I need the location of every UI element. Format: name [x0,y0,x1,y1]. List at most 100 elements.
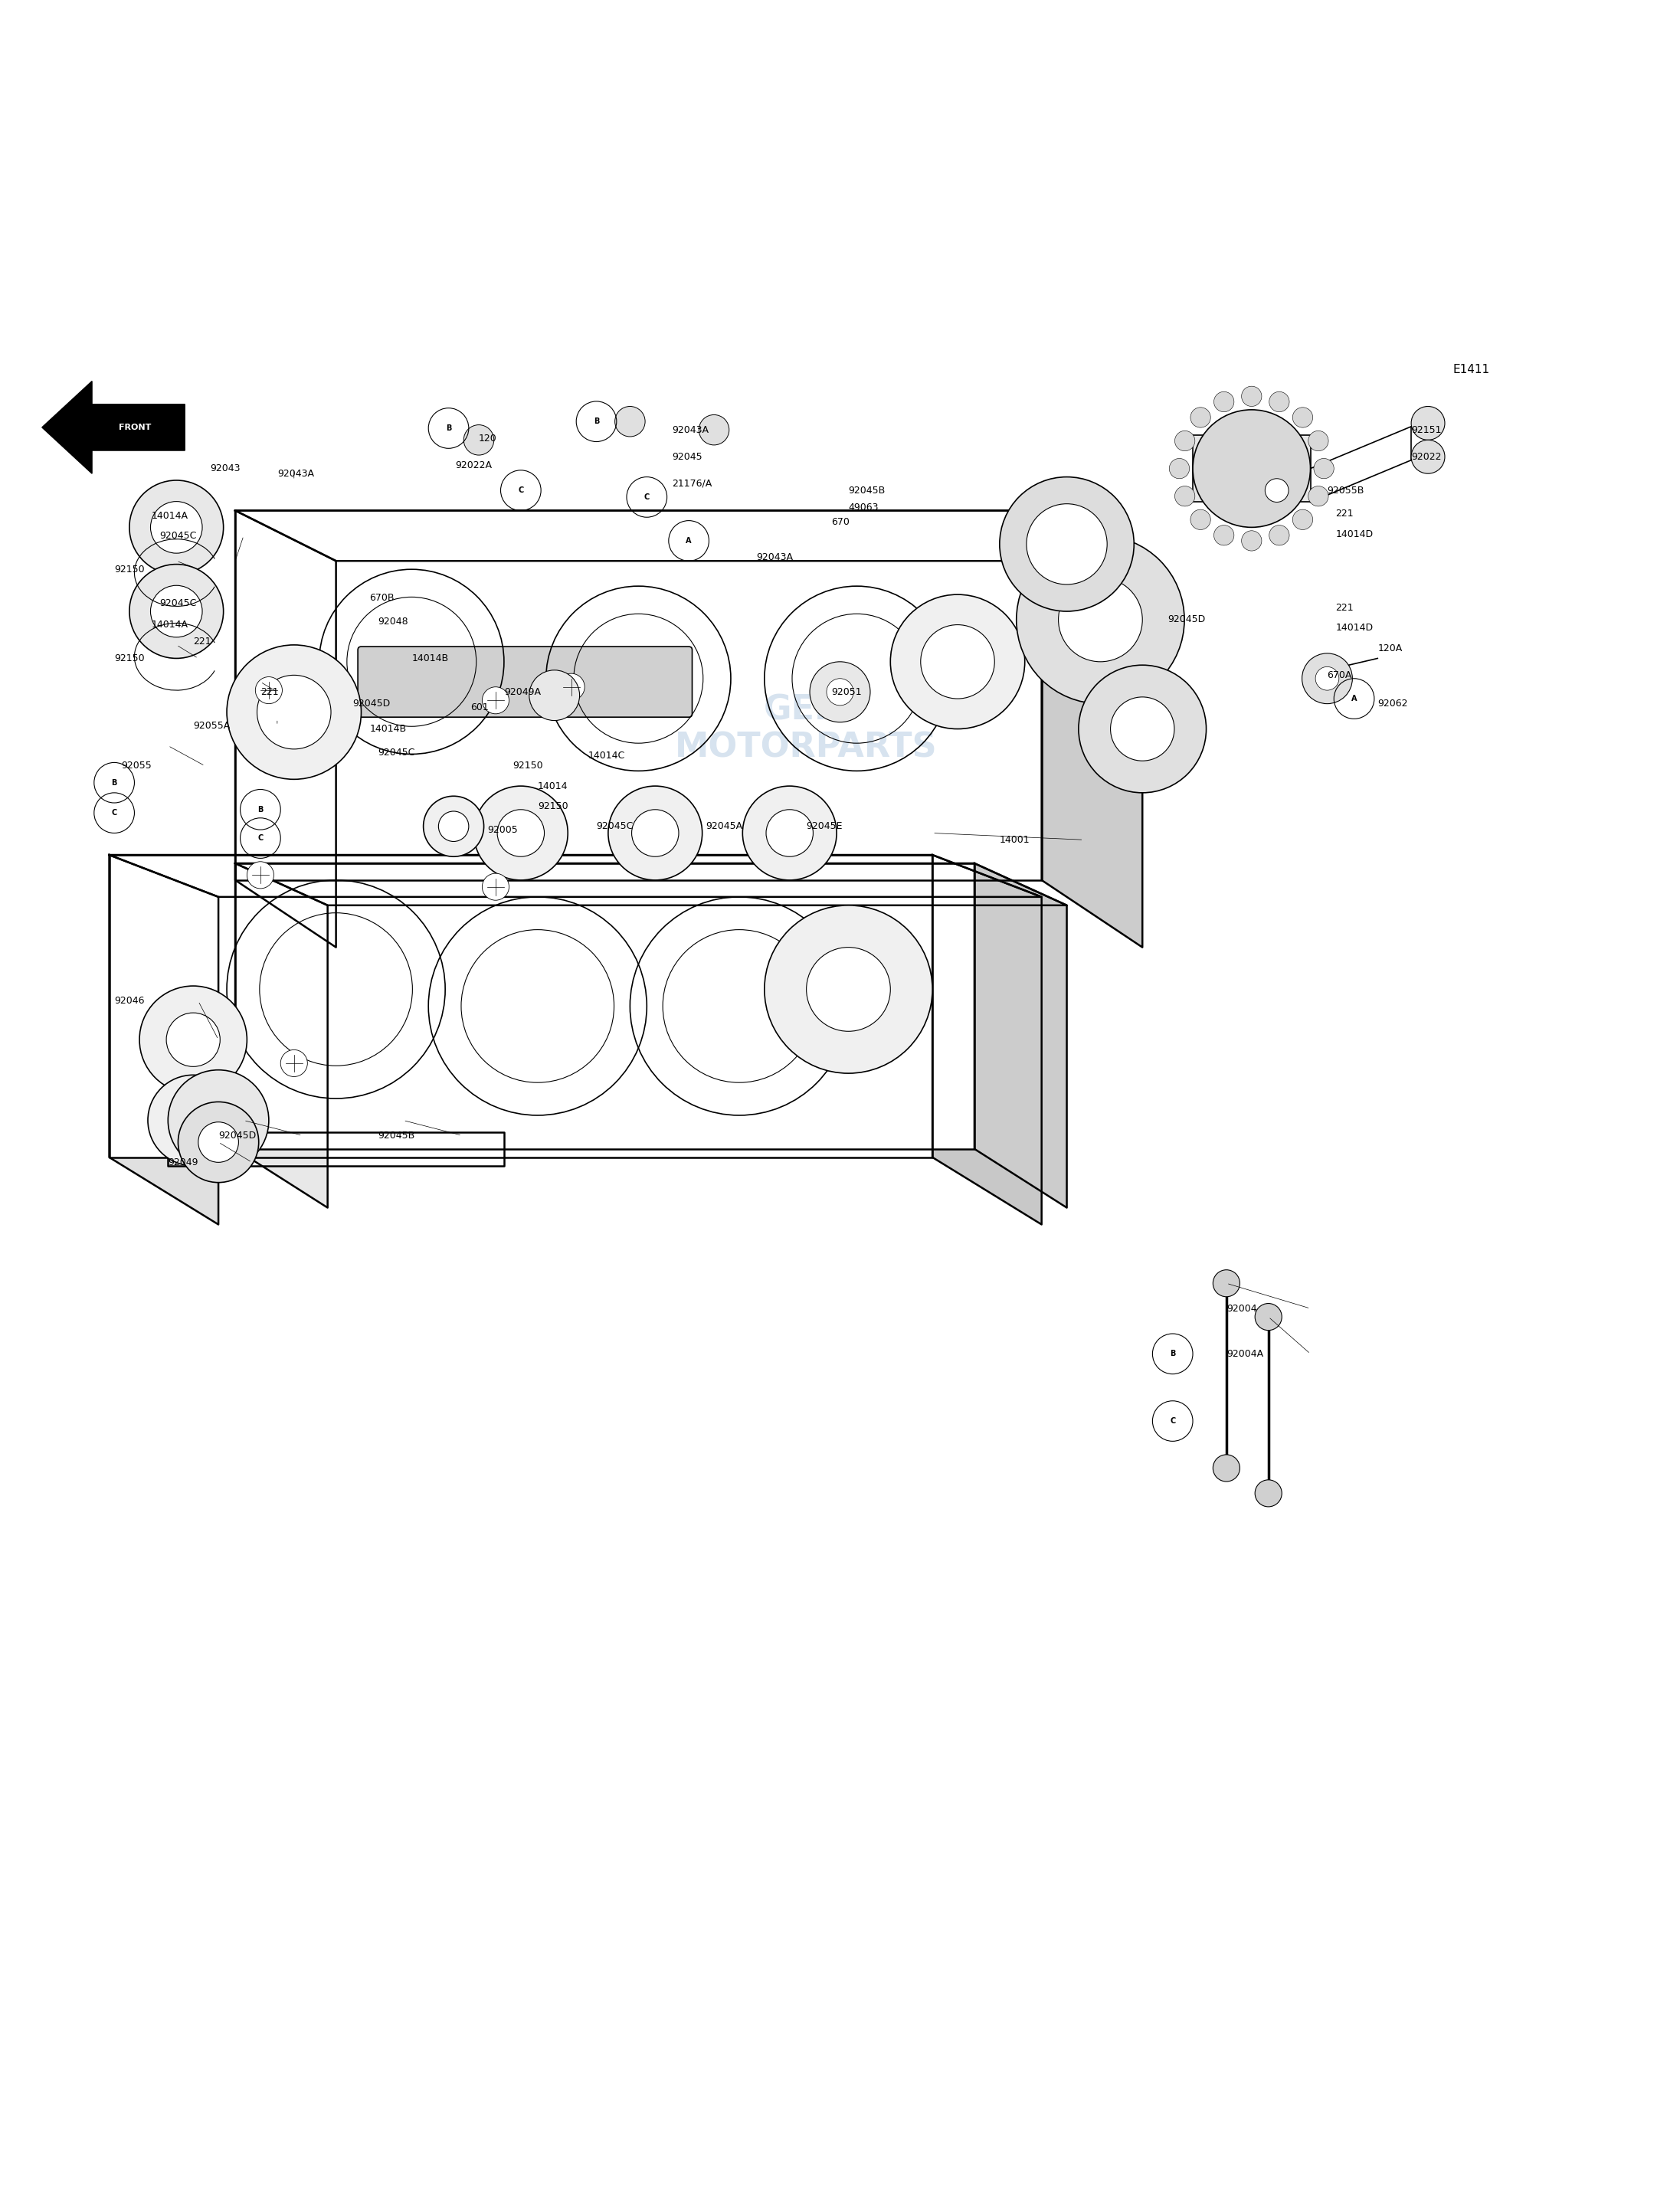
Polygon shape [109,855,218,1224]
Text: 92043A: 92043A [672,424,709,435]
Circle shape [632,808,679,857]
Text: 92045: 92045 [672,453,702,461]
Circle shape [1411,439,1445,475]
Text: 14014B: 14014B [370,725,407,734]
Circle shape [178,1103,259,1182]
Text: 92004: 92004 [1226,1303,1257,1314]
Text: 92045D: 92045D [1168,615,1205,624]
Text: B: B [593,417,600,426]
Circle shape [168,1070,269,1171]
Text: 92049: 92049 [168,1158,198,1167]
Circle shape [423,795,484,857]
Text: 120: 120 [479,433,497,444]
Circle shape [1174,486,1194,505]
Text: 14014D: 14014D [1336,529,1373,538]
Text: E1411: E1411 [1453,365,1490,376]
Circle shape [482,688,509,714]
Text: 14014D: 14014D [1336,624,1373,633]
Polygon shape [1042,510,1142,947]
Text: 92055: 92055 [121,760,151,771]
Text: 92045B: 92045B [378,1131,415,1140]
Circle shape [1292,510,1312,529]
Circle shape [1242,532,1262,551]
Circle shape [1215,525,1235,545]
Circle shape [810,661,870,723]
Polygon shape [932,855,1042,1224]
Circle shape [1213,1270,1240,1296]
Text: C: C [643,494,650,501]
Text: 670A: 670A [1327,670,1352,681]
Polygon shape [1193,435,1310,503]
Text: 221: 221 [193,637,212,646]
Polygon shape [235,863,328,1208]
Circle shape [255,677,282,703]
Circle shape [529,670,580,721]
Text: 221: 221 [260,688,279,696]
Text: 92150: 92150 [538,802,568,811]
Text: 92046: 92046 [114,995,144,1006]
Text: 92004A: 92004A [1226,1349,1263,1358]
Text: 92043A: 92043A [277,468,314,479]
Text: 221: 221 [1336,602,1354,613]
Text: 21176/A: 21176/A [672,479,712,488]
Circle shape [764,905,932,1074]
Text: 92051: 92051 [832,688,862,696]
Text: 120A: 120A [1378,644,1403,653]
Circle shape [1309,431,1329,450]
Text: 14014B: 14014B [412,653,449,663]
Text: 92045C: 92045C [160,532,197,540]
Circle shape [464,424,494,455]
Text: 92045C: 92045C [160,598,197,609]
Polygon shape [235,863,974,1149]
Text: 14001: 14001 [1000,835,1030,846]
Polygon shape [235,510,336,947]
Circle shape [474,787,568,881]
Polygon shape [974,863,1067,1208]
Circle shape [1174,431,1194,450]
Text: 92150: 92150 [114,653,144,663]
Text: 92045D: 92045D [218,1131,255,1140]
Circle shape [1191,510,1211,529]
Text: 92049A: 92049A [504,688,541,696]
Circle shape [198,1123,239,1162]
Text: 92043: 92043 [210,464,240,475]
Circle shape [139,986,247,1094]
Text: 670: 670 [832,516,850,527]
Text: 14014A: 14014A [151,510,188,521]
Text: 601: 601 [470,703,489,712]
Text: 14014: 14014 [538,782,568,791]
Circle shape [438,811,469,841]
Circle shape [558,674,585,701]
Circle shape [1242,387,1262,406]
Text: 92045A: 92045A [706,822,743,830]
Circle shape [1268,525,1289,545]
Text: 92055A: 92055A [193,721,230,732]
Circle shape [166,1013,220,1066]
Text: 92045E: 92045E [806,822,843,830]
Text: FRONT: FRONT [119,424,151,431]
Circle shape [1255,1303,1282,1331]
Circle shape [497,808,544,857]
Text: 670B: 670B [370,593,395,602]
Text: 92048: 92048 [378,617,408,626]
Text: 92045C: 92045C [596,822,633,830]
Circle shape [921,624,995,699]
Circle shape [1265,479,1289,503]
Text: 92022: 92022 [1411,453,1441,461]
Circle shape [1079,666,1206,793]
Circle shape [1058,578,1142,661]
Circle shape [281,1050,307,1077]
Circle shape [227,646,361,780]
Text: 14014A: 14014A [151,620,188,631]
Circle shape [1026,503,1107,584]
Text: B: B [1169,1349,1176,1358]
Circle shape [890,595,1025,729]
Circle shape [148,1074,239,1167]
Text: 92005: 92005 [487,824,517,835]
Circle shape [1213,1454,1240,1481]
Circle shape [806,947,890,1030]
Text: B: B [257,806,264,813]
Circle shape [1292,406,1312,428]
Polygon shape [235,510,1042,881]
Circle shape [1315,666,1339,690]
